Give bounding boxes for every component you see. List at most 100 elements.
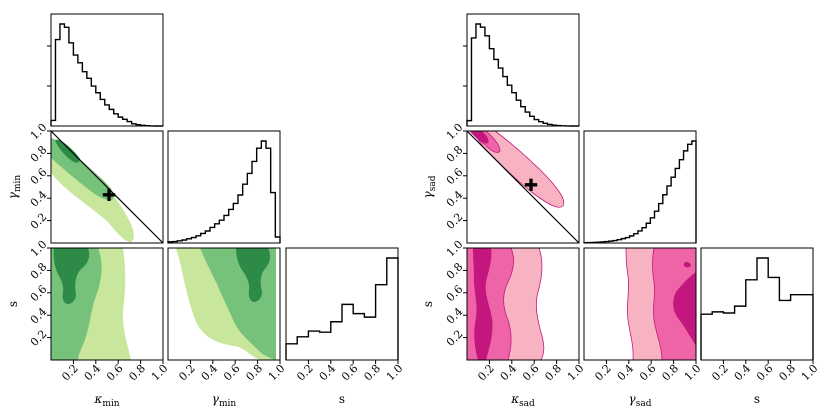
y-tick-labels-s-min: 0.20.40.60.81.0 [28, 238, 51, 349]
panel-kappa-sad-histogram [463, 13, 580, 127]
panel-kappa-min-histogram [47, 13, 164, 127]
x-tick-label: 0.2 [59, 362, 81, 384]
x-tick-label: 1.0 [682, 362, 704, 384]
x-axis-label-kappa-sad: κsad [510, 392, 535, 409]
y-tick-label: 0.8 [444, 143, 466, 165]
contour-inner-gamma-kappa-min [55, 139, 80, 163]
panel-gamma-vs-kappa-sad: ✚ [466, 130, 580, 244]
x-tick-labels-gamma-sad: 0.2 0.4 0.6 0.8 1.0 [592, 360, 703, 383]
best-fit-marker-min: ✚ [102, 186, 116, 206]
y-tick-label: 0.4 [28, 188, 50, 210]
x-tick-label: 0.2 [176, 362, 198, 384]
x-tick-labels-s-sad: 0.2 0.4 0.6 0.8 1.0 [709, 360, 820, 383]
panel-s-sad-histogram [700, 247, 814, 361]
contour-inner-s-gamma-sad-island [684, 261, 691, 268]
x-axis-label-kappa-min: κmin [93, 392, 119, 409]
panel-s-vs-kappa-sad [466, 247, 580, 361]
contour-inner-gamma-kappa-sad [471, 131, 489, 144]
x-tick-labels-kappa-min: 0.2 0.4 0.6 0.8 1.0 [59, 360, 170, 383]
x-axis-label-s-sad: s [754, 392, 760, 406]
diagonal-boundary-line [50, 130, 164, 244]
panel-gamma-sad-histogram [583, 130, 697, 244]
y-tick-label: 0.4 [444, 305, 466, 327]
histogram-kappa-min [50, 23, 163, 127]
x-axis-label-gamma-sad: γsad [629, 392, 652, 409]
histogram-kappa-sad [466, 23, 579, 127]
x-tick-label: 0.4 [82, 362, 104, 384]
x-tick-label: 0.2 [709, 362, 731, 384]
x-tick-labels-s-min: 0.2 0.4 0.6 0.8 1.0 [294, 360, 405, 383]
x-tick-label: 0.4 [615, 362, 637, 384]
y-tick-label: 0.2 [28, 327, 50, 349]
x-tick-label: 0.2 [294, 362, 316, 384]
x-tick-label: 1.0 [799, 362, 821, 384]
y-tick-label: 0.8 [28, 143, 50, 165]
x-tick-label: 0.8 [659, 362, 681, 384]
histogram-s-sad [700, 257, 814, 360]
x-tick-label: 0.4 [317, 362, 339, 384]
x-tick-label: 0.8 [361, 362, 383, 384]
y-tick-label: 0.2 [28, 210, 50, 232]
contour-inner-s-gamma-sad [673, 272, 696, 346]
panel-s-min-histogram [285, 247, 399, 361]
corner-plot-min: ✚ 0.20.40.60.81.0 0.20.40. [6, 13, 405, 409]
x-tick-labels-gamma-min: 0.2 0.4 0.6 0.8 1.0 [176, 360, 287, 383]
y-tick-label: 0.6 [444, 283, 466, 305]
y-tick-label: 0.8 [444, 260, 466, 282]
x-tick-label: 1.0 [565, 362, 587, 384]
corner-plot-sad: ✚ 0.20.40.60.81.0 0.20.4 [421, 13, 820, 409]
x-tick-label: 0.8 [126, 362, 148, 384]
x-tick-label: 0.2 [592, 362, 614, 384]
y-tick-label: 0.6 [28, 283, 50, 305]
x-tick-label: 1.0 [149, 362, 171, 384]
x-tick-label: 0.8 [243, 362, 265, 384]
x-tick-label: 1.0 [266, 362, 288, 384]
y-axis-label-gamma-sad: γsad [421, 175, 438, 198]
x-tick-label: 0.6 [754, 362, 776, 384]
panel-s-vs-kappa-min [50, 247, 164, 361]
panel-gamma-min-histogram [167, 130, 281, 244]
y-tick-label: 1.0 [28, 238, 50, 260]
x-tick-label: 0.4 [498, 362, 520, 384]
x-tick-label: 0.6 [221, 362, 243, 384]
y-tick-labels-gamma-sad: 0.20.40.60.81.0 [444, 121, 467, 232]
x-tick-labels-kappa-sad: 0.2 0.4 0.6 0.8 1.0 [475, 360, 586, 383]
y-tick-label: 0.2 [444, 327, 466, 349]
y-tick-labels-s-sad: 0.20.40.60.81.0 [444, 238, 467, 349]
y-tick-label: 1.0 [444, 238, 466, 260]
x-tick-label: 0.8 [776, 362, 798, 384]
y-tick-label: 1.0 [444, 121, 466, 143]
x-tick-label: 0.6 [520, 362, 542, 384]
y-tick-labels-gamma-min: 0.20.40.60.81.0 [28, 121, 51, 232]
y-axis-label-gamma-min: γmin [6, 175, 23, 200]
x-axis-label-gamma-min: γmin [212, 392, 237, 409]
y-axis-label-s-sad: s [421, 301, 435, 307]
x-tick-label: 0.6 [339, 362, 361, 384]
contour-inner-s-kappa-sad [473, 248, 493, 360]
x-tick-label: 0.6 [104, 362, 126, 384]
best-fit-marker-sad: ✚ [524, 176, 538, 196]
x-tick-label: 1.0 [384, 362, 406, 384]
x-tick-label: 0.2 [475, 362, 497, 384]
y-tick-label: 0.6 [444, 166, 466, 188]
panel-gamma-vs-kappa-min: ✚ [50, 130, 164, 244]
x-tick-label: 0.8 [542, 362, 564, 384]
histogram-gamma-sad [583, 140, 697, 244]
panel-s-vs-gamma-sad [583, 247, 697, 361]
y-tick-label: 0.2 [444, 210, 466, 232]
x-tick-label: 0.6 [637, 362, 659, 384]
x-tick-label: 0.4 [732, 362, 754, 384]
histogram-s-min [285, 257, 399, 360]
y-axis-label-s-min: s [6, 301, 20, 307]
y-tick-label: 1.0 [28, 121, 50, 143]
histogram-gamma-min [167, 140, 281, 243]
y-tick-label: 0.8 [28, 260, 50, 282]
x-axis-label-s-min: s [339, 392, 345, 406]
contour-inner-s-kappa-min [53, 248, 90, 304]
panel-s-vs-gamma-min [167, 247, 281, 361]
x-tick-label: 0.4 [199, 362, 221, 384]
y-tick-label: 0.4 [28, 305, 50, 327]
y-tick-label: 0.4 [444, 188, 466, 210]
contour-inner-s-gamma-min [236, 248, 271, 302]
